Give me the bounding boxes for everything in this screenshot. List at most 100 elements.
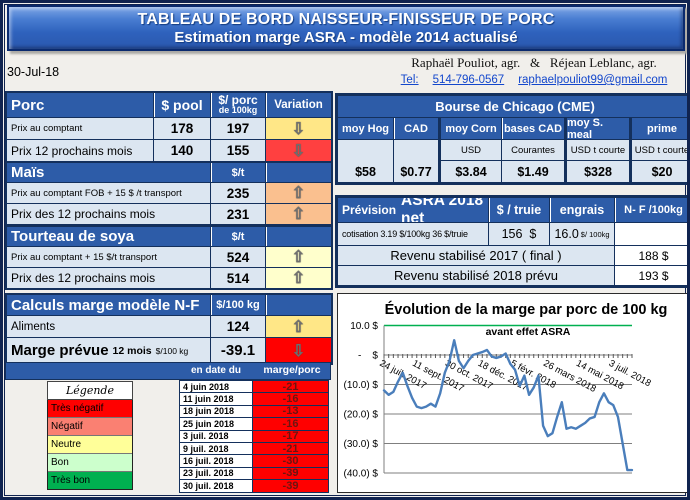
margin-evolution-chart: 10.0 $ - $ (10.0) $ (20.0) $ (30.0) $ (40.0) … <box>337 293 687 493</box>
y-axis-tick-label: - $ <box>358 351 378 362</box>
cme-title: Bourse de Chicago (CME) <box>338 96 687 117</box>
revenu-2017-label: Revenu stabilisé 2017 ( final ) <box>338 246 614 265</box>
col-header-moy-smeal: moy S. meal <box>565 118 629 139</box>
col-header-porc: $/ porc de 100kg <box>211 93 265 117</box>
unit-header: $/t <box>211 227 265 246</box>
marge-prevue-value: -39.1 <box>211 338 265 363</box>
contact-link[interactable]: Tel: 514-796-0567 raphaelpouliot99@gmail.c… <box>381 74 687 86</box>
cme-corn-unit: USD <box>439 140 501 160</box>
marge-cell: -16 <box>253 418 328 430</box>
down-arrow-icon: ⇩ <box>266 338 331 363</box>
date-cell: 16 juil. 2018 <box>180 455 252 467</box>
y-axis-tick-label: (40.0) $ <box>344 469 379 480</box>
revenu-2018-value: 193 $ <box>615 266 687 285</box>
engrais-value: 16.0 $/ 100kg <box>550 223 614 245</box>
marge-cell: -39 <box>253 480 328 492</box>
calculs-marge-table: Calculs marge modèle N-F $/100 kg Alimen… <box>5 293 333 365</box>
marge-table-header-band: en date du marge/porc <box>5 362 331 380</box>
cotisation-label: cotisation 3.19 $/100kg 36 $/truie <box>338 223 488 245</box>
cme-hog-value: $58 <box>338 140 393 182</box>
col-header-bases-cad: bases CAD <box>502 118 564 139</box>
variation-header-spacer <box>266 163 331 182</box>
up-arrow-icon: ⇧ <box>266 204 331 224</box>
date-cell: 3 juil. 2018 <box>180 430 252 442</box>
phone-number[interactable]: 514-796-0567 <box>432 74 505 86</box>
truie-value: 156 $ <box>489 223 549 245</box>
revenu-2018-label: Revenu stabilisé 2018 prévu <box>338 266 614 285</box>
weekly-marge-table: 4 juin 2018 -21 11 juin 2018 -16 18 juin… <box>179 380 329 493</box>
email-link[interactable]: raphaelpouliot99@gmail.com <box>518 74 668 86</box>
variation-header-spacer <box>266 295 331 315</box>
cme-cad-value: $0.77 <box>394 140 438 182</box>
row-label: Prix des 12 prochains mois <box>7 204 210 224</box>
col-header-truie: $ / truie <box>489 198 549 222</box>
unit-header: $/100 kg <box>211 295 265 315</box>
cme-corn-value: $3.84 <box>439 161 501 182</box>
marge-cell: -16 <box>253 393 328 405</box>
col-header-prime: prime <box>630 118 687 139</box>
legend-item-neutre: Neutre <box>48 435 132 453</box>
legend: Légende Très négatif Négatif Neutre Bon … <box>47 381 133 490</box>
col-header-moy-corn: moy Corn <box>439 118 501 139</box>
cell-value: 231 <box>211 204 265 224</box>
marge-prevue-label: Marge prévue 12 mois $/100 kg <box>7 338 210 363</box>
tel-label: Tel: <box>400 74 419 86</box>
chart-canvas: 10.0 $ - $ (10.0) $ (20.0) $ (30.0) $ (40.0) … <box>344 321 653 480</box>
date-cell: 9 juil. 2018 <box>180 442 252 455</box>
cme-bases-value: $1.49 <box>502 161 564 182</box>
prevision-asra-table: Prévision ASRA 2018 net $ / truie engrai… <box>335 195 687 288</box>
date-cell: 23 juil. 2018 <box>180 467 252 480</box>
title-banner: TABLEAU DE BORD NAISSEUR-FINISSEUR DE PO… <box>7 5 685 51</box>
up-arrow-icon: ⇧ <box>266 183 331 203</box>
marge-cell: -17 <box>253 430 328 442</box>
page-subtitle: Estimation marge ASRA - modèle 2014 actu… <box>174 28 518 46</box>
cell-pool-value: 140 <box>154 140 210 161</box>
marge-cell: -30 <box>253 455 328 467</box>
report-date: 30-Jul-18 <box>7 65 60 79</box>
cell-porc-value: 155 <box>211 140 265 161</box>
cell-pool-value: 178 <box>154 118 210 139</box>
col-header-nf: N- F /100kg <box>615 198 687 222</box>
marge-cell: -21 <box>253 442 328 455</box>
y-axis-tick-label: (10.0) $ <box>344 380 379 391</box>
row-label: Prix 12 prochains mois <box>7 140 153 161</box>
date-cell: 18 juin 2018 <box>180 405 252 418</box>
col-header-engrais: engrais <box>550 198 614 222</box>
y-axis-tick-label: (20.0) $ <box>344 410 379 421</box>
margin-series-line <box>382 339 634 472</box>
page-title: TABLEAU DE BORD NAISSEUR-FINISSEUR DE PO… <box>137 10 555 28</box>
cell-value: 124 <box>211 316 265 337</box>
row-label: Aliments <box>7 316 210 337</box>
cell-value: 524 <box>211 247 265 267</box>
row-label: Prix au comptant FOB + 15 $ /t transport <box>7 183 210 203</box>
cme-smeal-unit: USD t courte <box>565 140 629 160</box>
y-axis-tick-label: 10.0 $ <box>350 321 378 332</box>
legend-item-negatif: Négatif <box>48 417 132 435</box>
date-cell: 4 juin 2018 <box>180 381 252 393</box>
cme-table: Bourse de Chicago (CME) moy Hog CAD moy … <box>335 93 687 185</box>
row-label: Prix au comptant + 15 $/t transport <box>7 247 210 267</box>
cell-value: 235 <box>211 183 265 203</box>
tourteau-table: Tourteau de soya $/t Prix au comptant + … <box>5 225 333 290</box>
cme-prime-value: $20 <box>630 161 687 182</box>
legend-items: Très négatif Négatif Neutre Bon Très bon <box>47 400 133 490</box>
legend-item-bon: Bon <box>48 453 132 471</box>
authors: Raphaël Pouliot, agr. & Réjean Leblanc, … <box>411 55 657 70</box>
nf-empty-cell <box>615 223 687 245</box>
marge-cell: -21 <box>253 381 328 393</box>
mais-section-header: Maïs <box>7 163 210 182</box>
variation-header-spacer <box>266 227 331 246</box>
cell-value: 514 <box>211 268 265 288</box>
col-header-marge-porc: marge/porc <box>263 364 321 376</box>
cme-smeal-value: $328 <box>565 161 629 182</box>
tourteau-section-header: Tourteau de soya <box>7 227 210 246</box>
porc-table: Porc $ pool $/ porc de 100kg Variation P… <box>5 91 333 163</box>
marge-cell: -13 <box>253 405 328 418</box>
cme-prime-unit: USD t courte <box>630 140 687 160</box>
col-header-en-date-du: en date du <box>190 365 241 376</box>
col-header-pool: $ pool <box>154 93 210 117</box>
prevision-title: Prévision ASRA 2018 net <box>338 198 488 222</box>
up-arrow-icon: ⇧ <box>266 247 331 267</box>
row-label: Prix au comptant <box>7 118 153 139</box>
up-arrow-icon: ⇧ <box>266 316 331 337</box>
